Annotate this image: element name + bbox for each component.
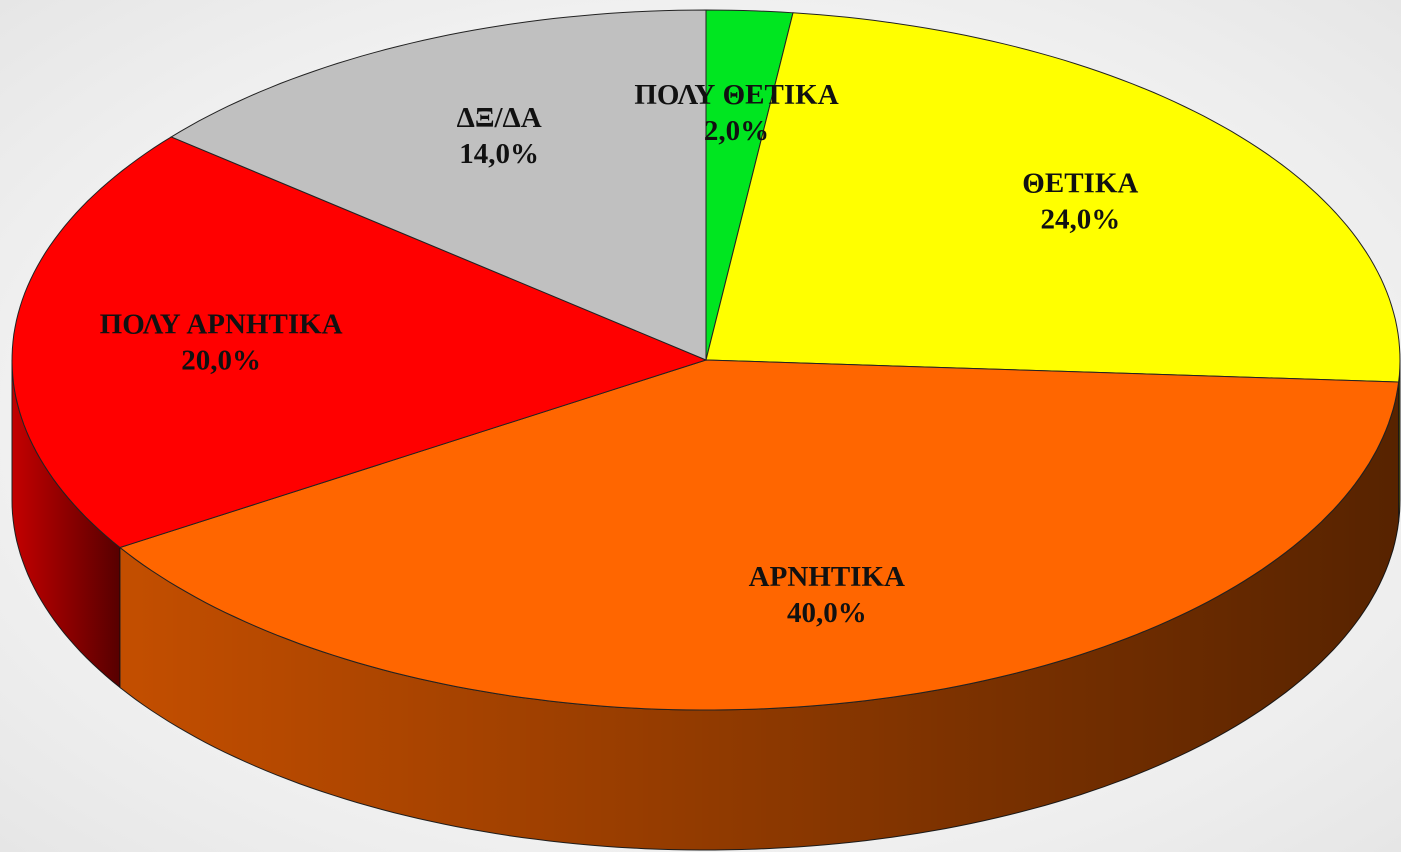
slice-value-label: 24,0% (1040, 203, 1120, 235)
slice (11, 136, 708, 549)
slice (705, 12, 1401, 383)
slice-value-label: 2,0% (704, 115, 769, 147)
slice-label: ΑΡΝΗΤΙΚΑ (749, 561, 905, 593)
slice-value-label: 14,0% (459, 138, 539, 170)
pie-tops (11, 9, 1401, 711)
slice-value-label: 20,0% (181, 344, 261, 376)
slice-label: ΘΕΤΙΚΑ (1022, 167, 1138, 199)
slice (170, 9, 707, 361)
slice-side-shade (120, 382, 1399, 850)
slice-label: ΠΟΛΥ ΑΡΝΗΤΙΚΑ (100, 308, 343, 340)
pie-labels: ΠΟΛΥ ΘΕΤΙΚΑ 2,0% ΘΕΤΙΚΑ 24,0% ΑΡΝΗΤΙΚΑ 40,0% Π… (100, 79, 1139, 629)
slice-label: ΠΟΛΥ ΘΕΤΙΚΑ (634, 79, 838, 111)
slice-value-label: 40,0% (787, 597, 867, 629)
slice (118, 359, 1400, 711)
slice-side-shade (12, 360, 120, 688)
slice-label: ΔΞ/ΔΑ (457, 102, 542, 134)
